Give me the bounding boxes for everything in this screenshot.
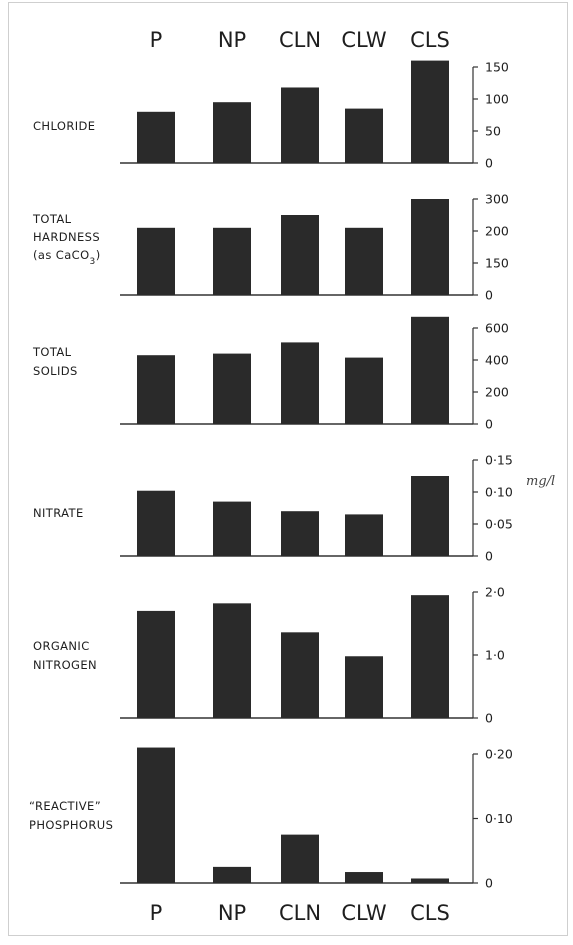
panel-label: NITROGEN (33, 658, 97, 672)
bar (281, 632, 319, 718)
bar (137, 111, 175, 163)
unit-label: mg/l (526, 474, 555, 489)
panel: 0·20 0·10 0 “REACTIVE” PHOSPHORUS (29, 747, 513, 891)
category-label-bottom: CLS (410, 901, 450, 925)
bar (345, 108, 383, 163)
panel-label: CHLORIDE (33, 119, 95, 133)
axis-tick-label: 300 (485, 192, 509, 207)
bar (281, 342, 319, 424)
panel-label: PHOSPHORUS (29, 818, 113, 832)
bar (345, 656, 383, 718)
bar (137, 610, 175, 718)
panel-label: ORGANIC (33, 639, 90, 653)
axis-tick-label: 400 (485, 353, 509, 368)
axis-tick-label: 150 (485, 256, 509, 271)
axis-tick-label: 150 (485, 60, 509, 75)
bar (345, 357, 383, 424)
bar (411, 60, 449, 163)
bar (411, 878, 449, 883)
panel: 2·0 1·0 0 ORGANIC NITROGEN (33, 585, 505, 726)
bar (411, 199, 449, 295)
axis-tick-label: 0·20 (485, 747, 513, 762)
panel-label: (as CaCO3) (33, 248, 101, 267)
panel: 0·15 0·10 0·05 0 NITRATE (33, 453, 513, 564)
axis-tick-label: 200 (485, 385, 509, 400)
axis-tick-label: 200 (485, 224, 509, 239)
axis-tick-label: 0 (485, 711, 493, 726)
category-label-bottom: CLN (279, 901, 321, 925)
bar (213, 227, 251, 295)
axis-tick-label: 1·0 (485, 648, 505, 663)
panel: 600 400 200 0 TOTAL SOLIDS (32, 316, 509, 432)
panel-label: NITRATE (33, 506, 84, 520)
bar (345, 514, 383, 556)
bar (281, 215, 319, 295)
category-label-top: P (150, 28, 163, 52)
bar (213, 603, 251, 718)
bar (281, 834, 319, 883)
axis-tick-label: 600 (485, 321, 509, 336)
bar (281, 511, 319, 556)
bar (137, 227, 175, 295)
axis-tick-label: 0·15 (485, 453, 513, 468)
category-label-top: CLN (279, 28, 321, 52)
panel-label: HARDNESS (33, 230, 100, 244)
bar (213, 866, 251, 883)
panel-label: TOTAL (32, 345, 72, 359)
category-label-bottom: CLW (341, 901, 386, 925)
panel-label: SOLIDS (33, 364, 78, 378)
category-label-bottom: P (150, 901, 163, 925)
bar (213, 102, 251, 163)
category-label-top: NP (218, 28, 246, 52)
axis-tick-label: 0 (485, 876, 493, 891)
bar (213, 501, 251, 556)
category-label-bottom: NP (218, 901, 246, 925)
axis-tick-label: 0 (485, 288, 493, 303)
figure-frame (8, 2, 568, 936)
axis-tick-label: 0·10 (485, 485, 513, 500)
axis-tick-label: 2·0 (485, 585, 505, 600)
bar (345, 227, 383, 295)
axis-tick-label: 0 (485, 549, 493, 564)
bar (137, 747, 175, 883)
chart-panels: 150 100 50 0 CHLORIDE 300 200 150 0 TOTAL HARDNESS… (29, 60, 513, 891)
bar (137, 490, 175, 556)
panel-label: TOTAL (32, 212, 72, 226)
panel: 150 100 50 0 CHLORIDE (33, 60, 509, 171)
bar (345, 872, 383, 883)
axis-tick-label: 0·05 (485, 517, 513, 532)
bar (213, 353, 251, 424)
axis-tick-label: 0 (485, 156, 493, 171)
bar (281, 87, 319, 163)
panel-label: “REACTIVE” (29, 799, 101, 813)
panel: 300 200 150 0 TOTAL HARDNESS (as CaCO3) (32, 192, 509, 303)
category-label-top: CLW (341, 28, 386, 52)
axis-tick-label: 50 (485, 124, 501, 139)
bar (411, 595, 449, 718)
bar (411, 476, 449, 556)
axis-tick-label: 0 (485, 417, 493, 432)
axis-tick-label: 100 (485, 92, 509, 107)
category-label-top: CLS (410, 28, 450, 52)
bar (137, 355, 175, 424)
axis-tick-label: 0·10 (485, 811, 513, 826)
top-category-labels: P NP CLN CLW CLS (150, 28, 450, 52)
bottom-category-labels: P NP CLN CLW CLS (150, 901, 450, 925)
bar (411, 316, 449, 424)
